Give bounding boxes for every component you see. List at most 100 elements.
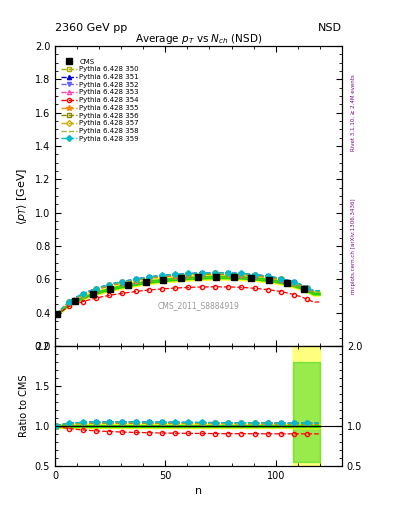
Pythia 6.428 354: [210, 284, 215, 290]
CMS: [196, 274, 201, 281]
Pythia 6.428 352: [210, 270, 215, 276]
Pythia 6.428 350: [294, 280, 298, 286]
Pythia 6.428 354: [212, 284, 217, 290]
Pythia 6.428 355: [277, 276, 282, 282]
Pythia 6.428 358: [216, 270, 221, 276]
Pythia 6.428 356: [55, 311, 59, 317]
Pythia 6.428 357: [212, 270, 217, 276]
Line: Pythia 6.428 358: Pythia 6.428 358: [56, 273, 320, 314]
CMS: [285, 280, 289, 286]
Pythia 6.428 355: [55, 311, 59, 317]
Pythia 6.428 358: [277, 275, 282, 282]
Text: mcplots.cern.ch [arXiv:1306.3436]: mcplots.cern.ch [arXiv:1306.3436]: [351, 198, 356, 293]
Pythia 6.428 350: [211, 270, 215, 276]
Pythia 6.428 359: [277, 275, 282, 281]
Pythia 6.428 355: [212, 270, 217, 276]
Pythia 6.428 351: [55, 310, 59, 316]
CMS: [231, 274, 236, 280]
Pythia 6.428 357: [216, 270, 221, 276]
CMS: [125, 282, 130, 288]
Pythia 6.428 355: [216, 270, 221, 276]
Pythia 6.428 350: [210, 270, 215, 276]
CMS: [73, 298, 77, 304]
Pythia 6.428 352: [216, 270, 221, 276]
Pythia 6.428 359: [210, 270, 215, 276]
Pythia 6.428 353: [210, 271, 215, 277]
Pythia 6.428 358: [294, 280, 298, 286]
Pythia 6.428 356: [318, 288, 322, 294]
Pythia 6.428 351: [211, 270, 215, 276]
Pythia 6.428 352: [211, 270, 215, 276]
CMS: [267, 277, 272, 283]
Pythia 6.428 353: [211, 271, 215, 277]
Pythia 6.428 352: [54, 311, 59, 317]
Text: 2360 GeV pp: 2360 GeV pp: [55, 23, 127, 33]
Pythia 6.428 353: [55, 311, 59, 317]
Text: NSD: NSD: [318, 23, 342, 33]
Pythia 6.428 353: [216, 271, 221, 277]
Pythia 6.428 358: [54, 311, 59, 317]
Pythia 6.428 358: [210, 270, 215, 276]
Pythia 6.428 351: [318, 288, 322, 294]
CMS: [90, 291, 95, 297]
Pythia 6.428 350: [277, 276, 282, 282]
Pythia 6.428 358: [318, 288, 322, 294]
Pythia 6.428 351: [277, 275, 282, 281]
Pythia 6.428 359: [216, 270, 221, 276]
Pythia 6.428 357: [55, 311, 59, 317]
Pythia 6.428 355: [54, 311, 59, 317]
Pythia 6.428 351: [216, 270, 221, 276]
Pythia 6.428 356: [210, 271, 215, 277]
X-axis label: n: n: [195, 486, 202, 496]
Pythia 6.428 359: [54, 311, 59, 317]
Pythia 6.428 350: [212, 270, 217, 276]
Pythia 6.428 354: [55, 311, 59, 317]
Pythia 6.428 356: [212, 271, 217, 277]
Text: CMS_2011_S8884919: CMS_2011_S8884919: [158, 301, 239, 310]
CMS: [249, 275, 254, 281]
Pythia 6.428 357: [211, 270, 215, 276]
Pythia 6.428 352: [55, 310, 59, 316]
Pythia 6.428 352: [318, 288, 322, 294]
Pythia 6.428 358: [211, 270, 215, 276]
Pythia 6.428 356: [216, 271, 221, 277]
Pythia 6.428 353: [318, 289, 322, 295]
Pythia 6.428 350: [216, 270, 221, 276]
Pythia 6.428 352: [212, 270, 217, 276]
Pythia 6.428 354: [278, 288, 283, 294]
Pythia 6.428 355: [294, 280, 298, 286]
Pythia 6.428 359: [318, 288, 322, 294]
Pythia 6.428 357: [294, 280, 298, 286]
Pythia 6.428 353: [277, 276, 282, 283]
Line: Pythia 6.428 350: Pythia 6.428 350: [54, 271, 322, 316]
Line: Pythia 6.428 357: Pythia 6.428 357: [54, 271, 322, 316]
Pythia 6.428 353: [294, 281, 298, 287]
Pythia 6.428 357: [318, 288, 322, 294]
Pythia 6.428 355: [211, 270, 215, 276]
Pythia 6.428 352: [277, 275, 282, 282]
CMS: [55, 311, 60, 317]
Pythia 6.428 351: [54, 311, 59, 317]
Text: Rivet 3.1.10, ≥ 2.4M events: Rivet 3.1.10, ≥ 2.4M events: [351, 74, 356, 151]
Line: Pythia 6.428 353: Pythia 6.428 353: [54, 272, 322, 316]
Pythia 6.428 352: [294, 280, 298, 286]
Pythia 6.428 358: [212, 270, 217, 276]
Line: Pythia 6.428 354: Pythia 6.428 354: [54, 285, 322, 316]
Pythia 6.428 350: [318, 288, 322, 294]
Pythia 6.428 354: [318, 299, 322, 305]
Pythia 6.428 358: [55, 310, 59, 316]
Line: Pythia 6.428 352: Pythia 6.428 352: [54, 271, 322, 316]
Pythia 6.428 351: [212, 270, 217, 276]
Pythia 6.428 356: [211, 271, 215, 277]
Line: Pythia 6.428 351: Pythia 6.428 351: [54, 271, 322, 316]
Pythia 6.428 359: [211, 270, 215, 276]
CMS: [178, 275, 183, 282]
Pythia 6.428 350: [55, 311, 59, 317]
Line: CMS: CMS: [55, 274, 307, 317]
Pythia 6.428 359: [55, 310, 59, 316]
CMS: [302, 286, 307, 292]
Pythia 6.428 353: [212, 271, 217, 277]
Pythia 6.428 354: [294, 292, 299, 298]
CMS: [143, 279, 148, 285]
Pythia 6.428 357: [277, 276, 282, 282]
